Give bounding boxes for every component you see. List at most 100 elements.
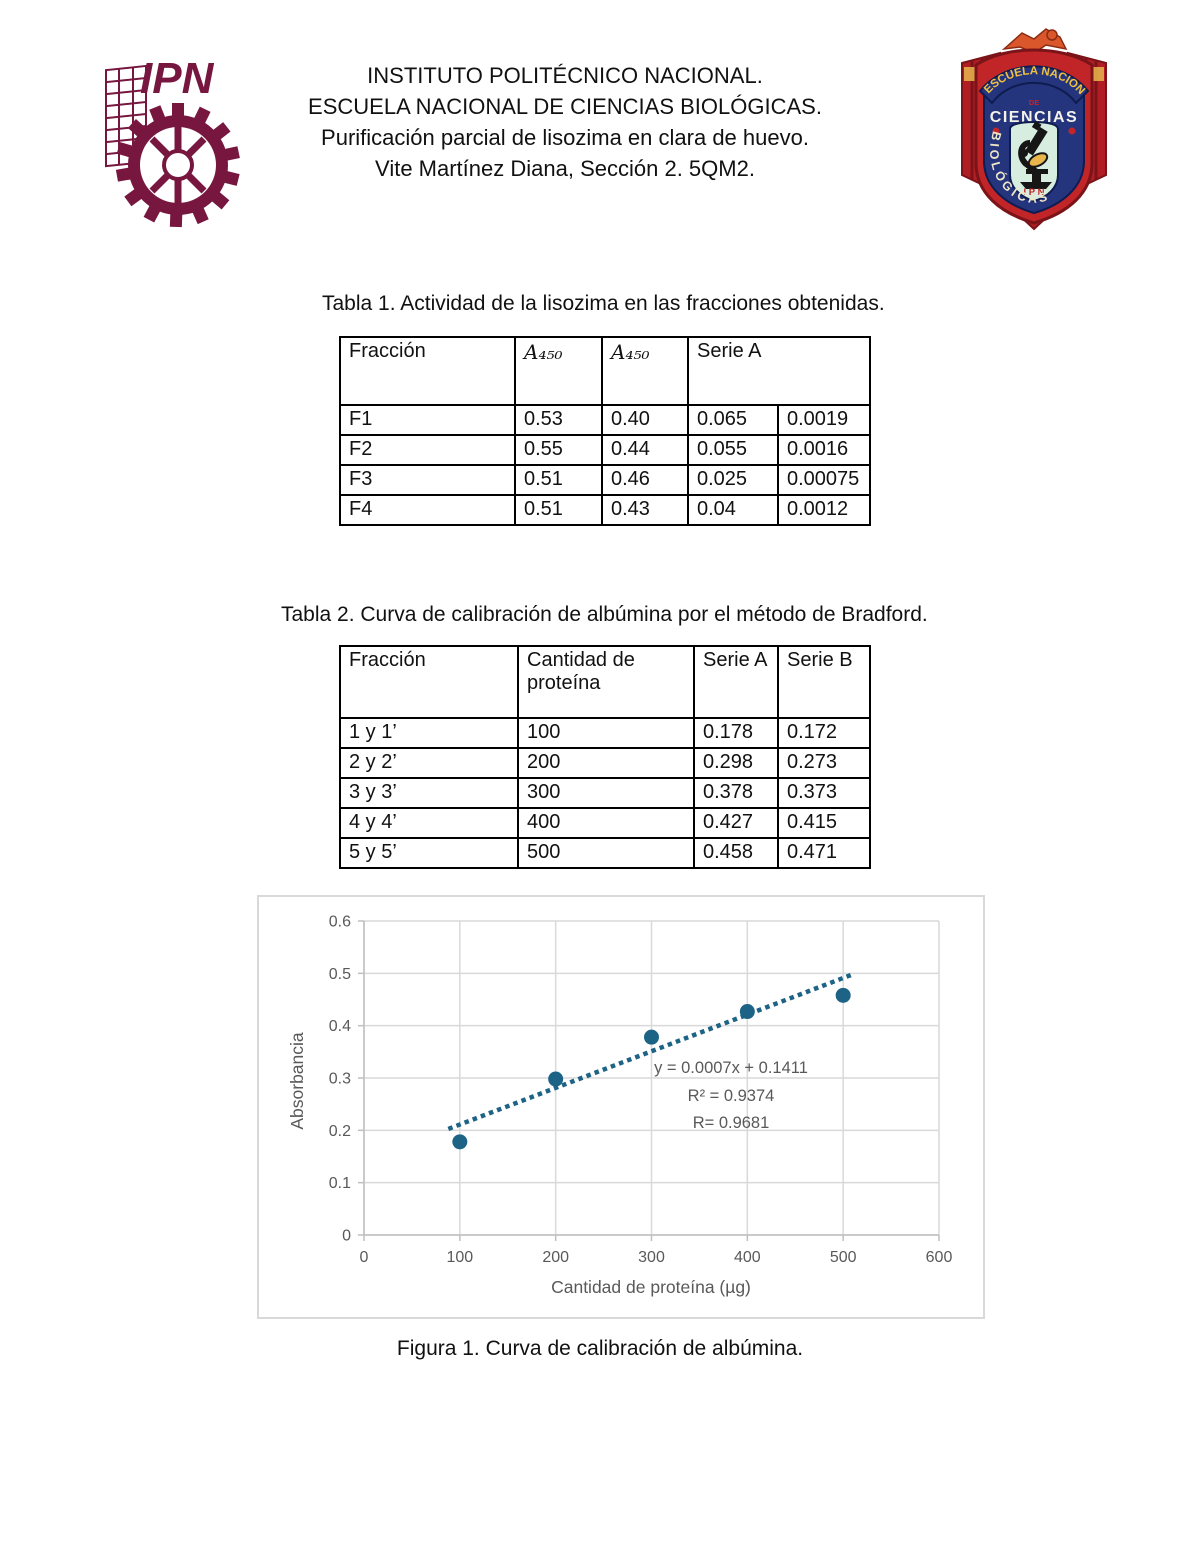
y-tick-label: 0.2 bbox=[329, 1123, 351, 1140]
table-cell: 0.427 bbox=[693, 807, 779, 839]
table1-caption: Tabla 1. Actividad de la lisozima en las… bbox=[322, 292, 885, 315]
data-point bbox=[644, 1029, 659, 1045]
ipn-logo-graphic: IPN bbox=[105, 54, 240, 228]
table-cell: 3 y 3’ bbox=[339, 777, 519, 809]
document-header: INSTITUTO POLITÉCNICO NACIONAL. ESCUELA … bbox=[185, 60, 945, 184]
table-cell: 0.0016 bbox=[777, 434, 871, 466]
table-cell: 5 y 5’ bbox=[339, 837, 519, 869]
x-tick-label: 300 bbox=[638, 1249, 665, 1266]
table-header-row: Fracción Cantidad de proteína Serie A Serie… bbox=[339, 645, 871, 719]
table-cell: 300 bbox=[517, 777, 695, 809]
table-cell: 0.055 bbox=[687, 434, 779, 466]
table-cell: 0.178 bbox=[693, 717, 779, 749]
table-cell: F4 bbox=[339, 494, 516, 526]
table-cell: 1 y 1’ bbox=[339, 717, 519, 749]
table-cell: 2 y 2’ bbox=[339, 747, 519, 779]
table-cell: 0.415 bbox=[777, 807, 871, 839]
data-points bbox=[452, 987, 851, 1150]
table-cell: 0.273 bbox=[777, 747, 871, 779]
microscope-icon bbox=[1018, 121, 1052, 189]
table-cell: 0.298 bbox=[693, 747, 779, 779]
table-cell: 0.471 bbox=[777, 837, 871, 869]
table-cell: 0.44 bbox=[601, 434, 689, 466]
table-cell: 500 bbox=[517, 837, 695, 869]
header-line-school: ESCUELA NACIONAL DE CIENCIAS BIOLÓGICAS. bbox=[308, 94, 822, 119]
header-line-author: Vite Martínez Diana, Sección 2. 5QM2. bbox=[375, 156, 755, 181]
equation-line: y = 0.0007x + 0.1411 bbox=[654, 1059, 808, 1077]
x-tick-label: 0 bbox=[360, 1249, 369, 1266]
table-cell: 0.51 bbox=[514, 464, 603, 496]
table-cell: 100 bbox=[517, 717, 695, 749]
table-cell: F1 bbox=[339, 404, 516, 436]
column-header: Fracción bbox=[339, 645, 519, 719]
chart-gridlines bbox=[363, 920, 940, 1236]
calibration-chart: 0 0.1 0.2 0.3 0.4 0.5 0.6 0 100 200 300 400 500 600 A… bbox=[257, 895, 985, 1319]
column-header: Cantidad de proteína bbox=[517, 645, 695, 719]
table-cell: 0.51 bbox=[514, 494, 603, 526]
table-lysozyme-activity: Fracción A₄₅₀ A₄₅₀ Serie A F1 0.53 0.40 0.065 0.… bbox=[339, 336, 871, 526]
x-tick-label: 600 bbox=[926, 1249, 953, 1266]
y-tick-label: 0 bbox=[342, 1228, 351, 1245]
r-line: R= 0.9681 bbox=[693, 1114, 770, 1132]
r-squared-line: R² = 0.9374 bbox=[688, 1087, 775, 1105]
encb-logo-graphic: ESCUELA NACIONAL DE CIENCIAS I P N B I bbox=[944, 14, 1107, 231]
encb-logo-banner bbox=[978, 65, 1090, 105]
table-row: F4 0.51 0.43 0.04 0.0012 bbox=[339, 494, 871, 526]
table-cell: 0.43 bbox=[601, 494, 689, 526]
table-row: 2 y 2’ 200 0.298 0.273 bbox=[339, 747, 871, 779]
table-header-row: Fracción A₄₅₀ A₄₅₀ Serie A bbox=[339, 336, 871, 406]
encb-logo-ipn-text: I P N bbox=[1024, 187, 1045, 198]
y-tick-label: 0.1 bbox=[329, 1175, 351, 1192]
table-row: F2 0.55 0.44 0.055 0.0016 bbox=[339, 434, 871, 466]
ipn-logo: IPN bbox=[98, 45, 240, 236]
table-cell: 0.46 bbox=[601, 464, 689, 496]
column-header: A₄₅₀ bbox=[514, 336, 603, 406]
table-cell: 0.065 bbox=[687, 404, 779, 436]
table-cell: 0.53 bbox=[514, 404, 603, 436]
y-tick-label: 0.5 bbox=[329, 966, 351, 983]
table-row: 3 y 3’ 300 0.378 0.373 bbox=[339, 777, 871, 809]
table-cell: 0.04 bbox=[687, 494, 779, 526]
table-row: 5 y 5’ 500 0.458 0.471 bbox=[339, 837, 871, 869]
encb-logo-ciencias-text: CIENCIAS bbox=[990, 109, 1078, 126]
y-axis-title: Absorbancia bbox=[287, 1032, 307, 1130]
table-cell: F3 bbox=[339, 464, 516, 496]
axis-tick-labels: 0 0.1 0.2 0.3 0.4 0.5 0.6 0 100 200 300 400 500 600 bbox=[329, 914, 953, 1267]
table-cell: 0.378 bbox=[693, 777, 779, 809]
encb-logo-right-dot bbox=[1068, 127, 1076, 135]
table-cell: 0.55 bbox=[514, 434, 603, 466]
table-bradford-calibration: Fracción Cantidad de proteína Serie A Serie… bbox=[339, 645, 871, 869]
table-cell: 200 bbox=[517, 747, 695, 779]
column-header: Serie A bbox=[693, 645, 779, 719]
y-tick-label: 0.6 bbox=[329, 914, 351, 931]
header-line-title: Purificación parcial de lisozima en clar… bbox=[321, 125, 809, 150]
column-header: A₄₅₀ bbox=[601, 336, 689, 406]
table-cell: 0.458 bbox=[693, 837, 779, 869]
table-row: 4 y 4’ 400 0.427 0.415 bbox=[339, 807, 871, 839]
ipn-logo-acronym: IPN bbox=[140, 54, 215, 103]
x-tick-label: 400 bbox=[734, 1249, 761, 1266]
encb-logo: ESCUELA NACIONAL DE CIENCIAS I P N B I bbox=[944, 14, 1120, 238]
table-row: F3 0.51 0.46 0.025 0.00075 bbox=[339, 464, 871, 496]
y-tick-label: 0.4 bbox=[329, 1018, 351, 1035]
x-tick-label: 200 bbox=[542, 1249, 569, 1266]
trendline-dotted bbox=[447, 971, 856, 1132]
table-cell: 0.40 bbox=[601, 404, 689, 436]
table-row: 1 y 1’ 100 0.178 0.172 bbox=[339, 717, 871, 749]
table-row: F1 0.53 0.40 0.065 0.0019 bbox=[339, 404, 871, 436]
trendline-equation: y = 0.0007x + 0.1411 R² = 0.9374 R= 0.96… bbox=[654, 1059, 808, 1132]
table-cell: 400 bbox=[517, 807, 695, 839]
header-line-institution: INSTITUTO POLITÉCNICO NACIONAL. bbox=[367, 63, 763, 88]
table-cell: 0.00075 bbox=[777, 464, 871, 496]
table-cell: 0.373 bbox=[777, 777, 871, 809]
y-tick-label: 0.3 bbox=[329, 1071, 351, 1088]
ipn-logo-gear bbox=[115, 103, 240, 228]
table-cell: 0.0012 bbox=[777, 494, 871, 526]
table-cell: 4 y 4’ bbox=[339, 807, 519, 839]
table-cell: 0.0019 bbox=[777, 404, 871, 436]
calibration-chart-svg: 0 0.1 0.2 0.3 0.4 0.5 0.6 0 100 200 300 400 500 600 A… bbox=[287, 914, 953, 1298]
data-point bbox=[548, 1071, 564, 1087]
column-header: Serie B bbox=[777, 645, 871, 719]
chart-axes bbox=[358, 920, 940, 1241]
